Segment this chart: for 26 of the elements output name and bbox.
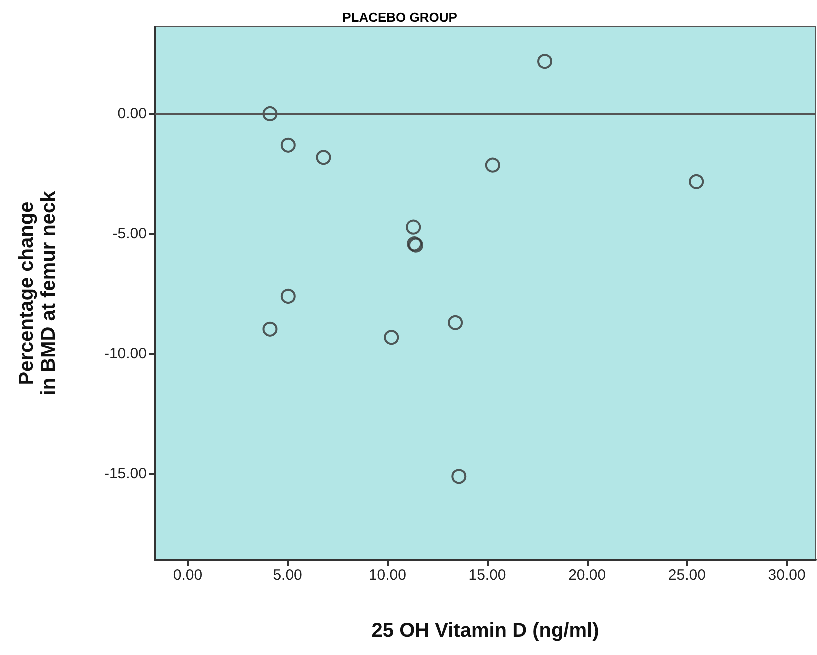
chart-title: PLACEBO GROUP bbox=[342, 10, 458, 25]
y-axis-title: Percentage change in BMD at femur neck bbox=[16, 190, 60, 396]
x-tick-label: 10.00 bbox=[368, 567, 406, 584]
point bbox=[384, 330, 400, 346]
x-tick-label: 20.00 bbox=[568, 567, 606, 584]
y-tick-label: -15.00 bbox=[104, 466, 147, 483]
x-axis-title: 25 OH Vitamin D (ng/ml) bbox=[372, 620, 600, 642]
point bbox=[262, 322, 278, 337]
point bbox=[280, 289, 296, 304]
point bbox=[448, 315, 464, 330]
y-tick-label: -10.00 bbox=[104, 346, 147, 363]
point bbox=[406, 220, 422, 235]
point bbox=[262, 106, 278, 122]
y-tick-label: 0.00 bbox=[118, 105, 147, 122]
y-tick-label: -5.00 bbox=[112, 226, 147, 243]
point bbox=[538, 54, 553, 70]
x-tick-label: 0.00 bbox=[173, 567, 203, 584]
point bbox=[280, 138, 296, 153]
x-tick-label: 15.00 bbox=[468, 567, 506, 584]
point bbox=[485, 158, 500, 173]
point bbox=[316, 150, 332, 166]
point bbox=[689, 174, 704, 190]
point bbox=[452, 469, 467, 484]
x-tick-label: 30.00 bbox=[768, 567, 806, 584]
x-tick-label: 5.00 bbox=[273, 567, 302, 584]
x-tick-label: 25.00 bbox=[668, 567, 706, 584]
